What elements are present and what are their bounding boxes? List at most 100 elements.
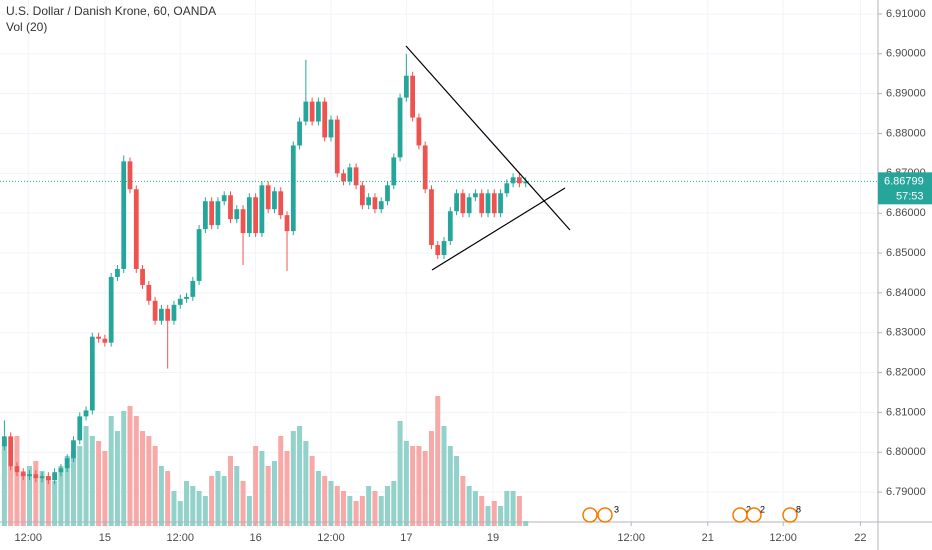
- volume-bar: [253, 446, 259, 526]
- volume-bar: [353, 501, 359, 526]
- candle-body: [504, 183, 510, 194]
- volume-bar: [209, 476, 215, 526]
- candle-body: [89, 336, 95, 411]
- indicator-label: Vol (20): [6, 20, 47, 34]
- volume-bar: [240, 481, 246, 526]
- candle-body: [259, 185, 265, 234]
- trend-lines: [405, 45, 571, 271]
- volume-bar: [146, 436, 152, 526]
- candle-body: [184, 296, 189, 299]
- volume-bar: [8, 466, 14, 526]
- candle-body: [460, 193, 466, 214]
- volume-bar: [403, 441, 409, 526]
- volume-bar: [284, 451, 290, 526]
- volume-bar: [460, 476, 466, 526]
- volume-bar: [227, 456, 234, 526]
- candle-body: [177, 298, 183, 305]
- volume-bar: [341, 491, 347, 526]
- candle-body: [39, 476, 45, 479]
- candles: [2, 53, 529, 485]
- candle-body: [77, 416, 83, 441]
- y-tick-label: 6.84000: [886, 287, 926, 299]
- volume-bar: [83, 426, 89, 526]
- volume-bar: [221, 476, 227, 526]
- candle-body: [146, 284, 152, 301]
- volume-bar: [479, 496, 485, 526]
- volume-bar: [196, 491, 202, 526]
- event-flag[interactable]: 3: [582, 504, 619, 523]
- event-flag[interactable]: 2 2: [732, 504, 765, 523]
- candle-body: [498, 193, 503, 214]
- volume-bar: [498, 506, 504, 526]
- candle-body: [309, 101, 315, 122]
- volume-bar: [114, 431, 120, 526]
- volume-bar: [265, 466, 271, 526]
- volume-bar: [202, 496, 208, 526]
- x-tick-label: 12:00: [317, 532, 345, 544]
- event-count: 2: [746, 504, 751, 514]
- volume-bar: [516, 496, 522, 526]
- volume-bar: [278, 436, 284, 526]
- events: 3 2 2 8: [582, 504, 801, 523]
- volume-bar: [315, 471, 321, 526]
- volume-bar: [215, 471, 221, 526]
- volume-bar: [435, 396, 441, 526]
- candle-body: [27, 474, 32, 477]
- candle-body: [121, 161, 127, 269]
- candle-body: [152, 300, 158, 321]
- x-tick-label: 12:00: [166, 532, 194, 544]
- volume-bar: [454, 456, 460, 526]
- volume-bar: [158, 466, 164, 526]
- event-icon: [732, 507, 748, 523]
- volume-bar: [290, 431, 296, 526]
- volume-bar: [39, 471, 45, 526]
- y-tick-label: 6.82000: [886, 366, 926, 378]
- candle-body: [359, 185, 365, 206]
- volume-bar: [271, 461, 277, 526]
- volume-bar: [165, 471, 171, 526]
- volume-bar: [89, 436, 95, 526]
- candle-body: [297, 121, 302, 146]
- candle-body: [71, 440, 76, 459]
- candle-body: [353, 167, 359, 186]
- candle-body: [96, 336, 101, 339]
- volume-bar: [422, 451, 428, 526]
- volume-bar: [1, 441, 7, 526]
- volume-bar: [96, 441, 102, 526]
- x-tick-label: 16: [249, 532, 261, 544]
- candle-body: [14, 466, 20, 473]
- event-icon: [746, 507, 762, 523]
- volume-bar: [184, 481, 190, 526]
- volume-bar: [309, 456, 315, 526]
- event-icon: [782, 507, 798, 523]
- candle-body: [228, 195, 233, 220]
- candle-body: [115, 268, 120, 277]
- volume-bar: [397, 421, 403, 526]
- volume-bar: [366, 486, 372, 526]
- candle-body: [45, 476, 51, 481]
- volume-bar: [328, 481, 334, 526]
- candle-body: [416, 117, 422, 146]
- y-tick-label: 6.85000: [886, 247, 926, 259]
- volume-bar: [108, 416, 114, 526]
- volume-bar: [372, 491, 378, 526]
- x-tick-label: 12:00: [769, 532, 797, 544]
- volume-bar: [70, 451, 76, 526]
- volume-bar: [234, 466, 240, 526]
- volume-bar: [491, 501, 497, 526]
- volume-bar: [523, 521, 529, 526]
- volume-bar: [14, 436, 20, 526]
- event-count: 3: [614, 504, 619, 514]
- y-tick-label: 6.79000: [886, 486, 926, 498]
- y-tick-label: 6.88000: [886, 127, 926, 139]
- candle-body: [341, 173, 346, 182]
- candle-body: [303, 101, 309, 122]
- axes: 6.910006.900006.890006.880006.870006.860…: [0, 8, 932, 544]
- candle-body: [171, 304, 177, 321]
- event-flag[interactable]: 8: [782, 504, 801, 523]
- volume-bar: [384, 486, 391, 526]
- candle-body: [403, 75, 409, 98]
- volume-bar: [246, 496, 252, 526]
- candle-body: [385, 185, 390, 202]
- x-tick-label: 17: [400, 532, 412, 544]
